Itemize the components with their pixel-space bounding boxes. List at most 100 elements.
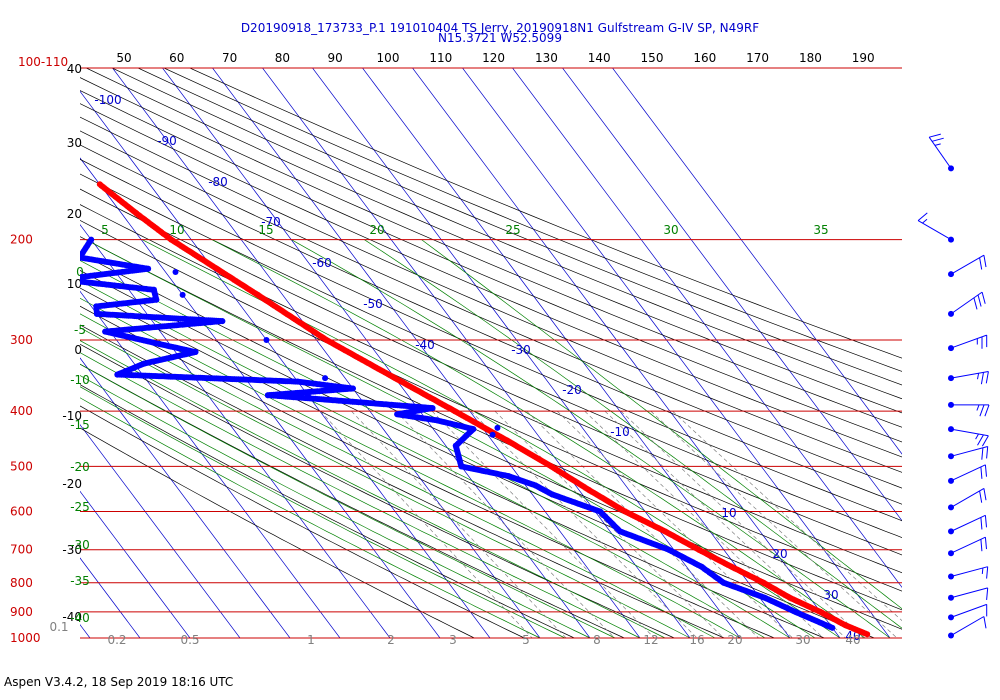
isotherm-label: -30 (511, 343, 531, 357)
wind-barb-flag (983, 616, 987, 629)
dewpoint-point (172, 269, 179, 276)
isotherm-line (80, 424, 241, 639)
wind-barb-flag (977, 434, 984, 446)
moist-adiabat-label: 10 (169, 223, 184, 237)
chart-title: D20190918_173733_P.1 191010404 TS Jerry,… (241, 21, 759, 35)
wind-barb (948, 371, 989, 385)
wind-barb-flag (973, 297, 978, 310)
isotherm-label: 30 (823, 588, 838, 602)
wind-barb-staff (950, 334, 987, 349)
mixing-ratio-label: 0.5 (180, 633, 199, 647)
mixing-ratio-line (557, 410, 793, 639)
wind-barb-flag (917, 212, 928, 221)
isotherm-line (412, 68, 841, 639)
dewpoint-point (304, 392, 311, 399)
left-scale-label: 20 (67, 207, 82, 221)
dry-adiabat-line (80, 343, 675, 639)
left-scale-label: 40 (67, 62, 82, 76)
top-scale-label: 190 (852, 51, 875, 65)
moist-adiabat-label: 15 (258, 223, 273, 237)
dry-adiabat-line (80, 363, 625, 639)
moist-adiabat-label: -35 (70, 574, 90, 588)
wind-barb-flag (980, 517, 983, 530)
wind-barb-flag (934, 143, 941, 146)
wind-barb (948, 587, 989, 601)
wind-barb-staff (950, 254, 985, 275)
wind-barb (948, 536, 987, 557)
moist-adiabat-label: -20 (70, 460, 90, 474)
sounding-profiles (58, 181, 871, 638)
isotherm-label: 10 (721, 506, 736, 520)
dewpoint-point (179, 291, 186, 298)
moist-adiabat-label: -10 (70, 373, 90, 387)
mixing-ratio-line (320, 410, 533, 639)
wind-barb-staff (950, 616, 985, 636)
top-scale-label: 60 (169, 51, 184, 65)
dewpoint-point (60, 277, 66, 283)
wind-barbs (917, 133, 990, 639)
dewpoint-point (494, 424, 501, 431)
isotherm-line (112, 68, 541, 639)
wind-barb (948, 487, 987, 511)
isotherm-label: -50 (363, 297, 383, 311)
mixing-ratio-line (431, 410, 655, 639)
moist-adiabat-label: 20 (369, 223, 384, 237)
dewpoint-point (58, 277, 64, 283)
dewpoint-point (387, 401, 394, 408)
wind-barb-flag (984, 464, 987, 477)
wind-barb-flag (981, 447, 984, 460)
dry-adiabat-line (80, 103, 902, 458)
moist-adiabat-line (80, 340, 666, 639)
top-scale-label: 70 (222, 51, 237, 65)
isotherm-line (562, 68, 902, 522)
mixing-ratio-label: 12 (643, 633, 658, 647)
isotherm-label: -70 (261, 215, 281, 229)
isotherm-line (212, 68, 641, 639)
dry-adiabat-line (80, 405, 525, 639)
wind-barb-staff (928, 136, 952, 169)
top-scale-label: 80 (275, 51, 290, 65)
wind-barb-flag (922, 218, 928, 224)
dewpoint-point (80, 274, 82, 281)
isotherm-line (80, 490, 191, 639)
wind-barb-staff (950, 603, 987, 618)
pressure-label: 700 (10, 543, 33, 557)
moist-adiabat-label: 30 (663, 223, 678, 237)
mixing-ratio-label: 8 (593, 633, 601, 647)
top-scale-label: 90 (328, 51, 343, 65)
dry-adiabat-line (163, 68, 902, 372)
mixing-ratio-label: 0.1 (49, 620, 68, 634)
left-scale-label: 30 (67, 136, 82, 150)
dewpoint-point (60, 276, 66, 282)
isotherm-line (362, 68, 791, 639)
isotherm-label: -100 (94, 93, 121, 107)
wind-barb-flag (980, 466, 983, 479)
wind-barb-flag (986, 587, 989, 600)
pressure-label: 600 (10, 505, 33, 519)
wind-barb-flag (983, 255, 987, 268)
dewpoint-point (829, 624, 836, 631)
moist-adiabat-label: 0 (76, 265, 84, 279)
pressure-label: 1000 (10, 631, 41, 645)
pressure-label: 400 (10, 404, 33, 418)
dry-adiabat-line (80, 144, 902, 505)
wind-barb-flag (980, 372, 984, 385)
wind-barb-staff (950, 536, 986, 554)
wind-barb (948, 464, 987, 484)
left-scale-label: -10 (62, 409, 82, 423)
left-scale-label: -30 (62, 543, 82, 557)
top-scale-label: 110 (429, 51, 452, 65)
wind-barb-flag (929, 133, 941, 138)
wind-barb (948, 566, 989, 580)
wind-barb-staff (950, 464, 986, 482)
wind-barb-flag (984, 515, 987, 528)
dewpoint-point (58, 277, 64, 283)
wind-barb (948, 603, 988, 621)
left-scale-label: -40 (62, 610, 82, 624)
isotherm-label: 20 (772, 547, 787, 561)
wind-barb (948, 426, 989, 447)
pressure-label: 100-110 (18, 55, 68, 69)
mixing-ratio-label: 5 (522, 633, 530, 647)
